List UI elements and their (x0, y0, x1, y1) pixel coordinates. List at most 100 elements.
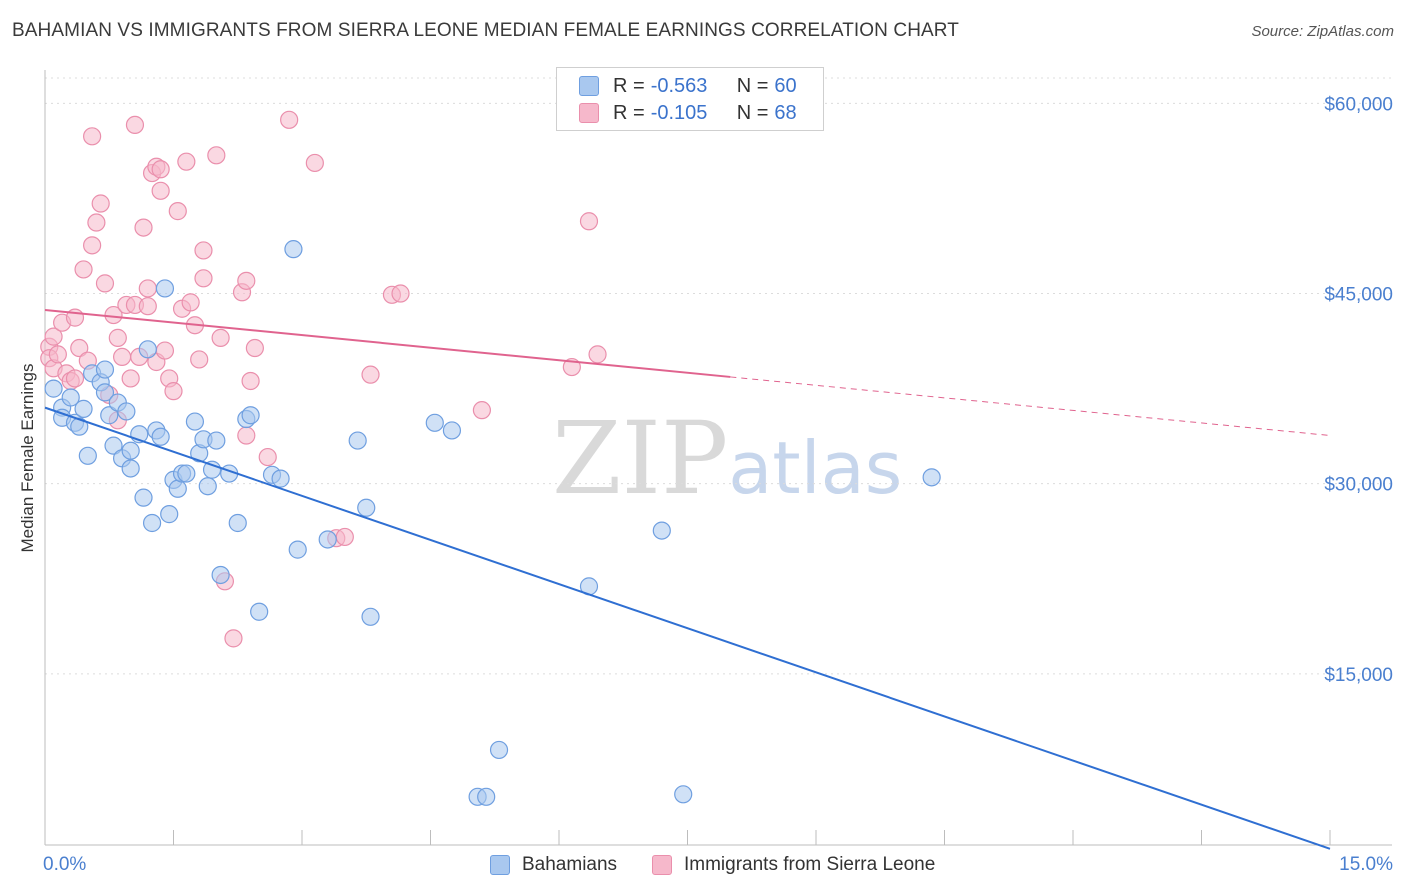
y-tick-label: $45,000 (1324, 285, 1393, 306)
stats-legend-row-sierra-leone: R = -0.105 N = 68 (579, 101, 797, 125)
sierra-leone-point (65, 369, 85, 388)
bahamians-point (185, 412, 205, 431)
sierra-leone-point (237, 426, 256, 445)
bahamians-point (160, 505, 179, 524)
bahamians-point (241, 406, 260, 425)
bahamians-point (922, 468, 941, 487)
sierra-leone-point (121, 369, 140, 388)
n-label: N = (736, 101, 769, 124)
bahamians-point (250, 602, 269, 621)
bahamians-point (318, 530, 337, 549)
n-value: 60 (774, 74, 797, 97)
bahamians-point (177, 464, 196, 483)
bahamians-point (117, 402, 136, 421)
chart-title: BAHAMIAN VS IMMIGRANTS FROM SIERRA LEONE… (12, 20, 959, 41)
bahamians-point (142, 513, 162, 533)
bahamians-point (284, 240, 303, 259)
sierra-leone-point (108, 328, 127, 347)
watermark: ZIPatlas (552, 400, 902, 517)
bahamians-point (348, 431, 367, 450)
bahamians-point (104, 436, 123, 455)
bahamians-point (134, 488, 153, 507)
sierra-leone-point (134, 218, 153, 237)
axes-layer (44, 70, 1392, 846)
sierra-leone-point (579, 212, 599, 231)
r-value: -0.105 (650, 101, 708, 124)
legend-item-sierra-leone[interactable]: Immigrants from Sierra Leone (652, 852, 935, 878)
bahamians-point (95, 383, 115, 402)
sierra-leone-point (151, 181, 170, 200)
sierra-leone-point (74, 260, 93, 279)
bahamians-point (61, 388, 80, 407)
sierra-leone-point (280, 110, 299, 129)
r-label: R = (613, 74, 645, 97)
y-tick-label: $15,000 (1324, 665, 1393, 686)
legend-item-bahamians[interactable]: Bahamians (490, 852, 617, 878)
sierra-leone-point (258, 447, 277, 467)
bahamians-point (361, 607, 380, 626)
bahamians-swatch-icon (579, 76, 599, 96)
sierra-leone-trend-line-extension (730, 376, 1331, 437)
bahamians-point (74, 399, 93, 418)
bahamians-point (425, 413, 444, 432)
sierra-leone-point (211, 328, 230, 347)
bahamians-point (155, 279, 175, 298)
sierra-leone-point (588, 345, 607, 364)
sierra-leone-point (177, 152, 196, 171)
bahamians-legend-icon (490, 855, 510, 875)
sierra-leone-point (224, 629, 243, 648)
sierra-leone-point (125, 115, 145, 135)
source-label: Source: ZipAtlas.com (1251, 23, 1394, 40)
bahamians-point (70, 417, 89, 436)
n-label: N = (736, 74, 769, 97)
bahamians-point (211, 565, 230, 585)
sierra-leone-point (305, 153, 324, 173)
sierra-leone-point (237, 271, 256, 290)
bahamians-point (228, 513, 247, 533)
stats-legend: R = -0.563 N = 60 R = -0.105 N = 68 (556, 67, 824, 131)
bahamians-point (151, 427, 170, 446)
bahamians-point (138, 340, 157, 359)
y-tick-label: $30,000 (1324, 475, 1393, 496)
sierra-leone-legend-icon (652, 855, 672, 875)
y-tick-label: $60,000 (1324, 94, 1393, 115)
sierra-leone-point (155, 341, 175, 360)
bahamians-trend-line (44, 406, 1331, 850)
bahamians-point (489, 740, 509, 760)
sierra-leone-point (164, 382, 183, 401)
sierra-leone-point (207, 146, 226, 165)
sierra-leone-point (83, 236, 102, 255)
sierra-leone-point (472, 401, 491, 420)
sierra-leone-point (48, 345, 67, 364)
watermark-atlas: atlas (728, 426, 903, 510)
sierra-leone-point (335, 527, 354, 547)
bahamians-point (95, 360, 115, 379)
bahamians-point (78, 446, 97, 465)
bahamians-point (100, 406, 119, 425)
sierra-leone-trend-line (44, 309, 731, 378)
bahamians-point (207, 431, 226, 450)
sierra-leone-point (194, 241, 213, 260)
bahamians-point (271, 469, 290, 488)
legend-label-sierra-leone: Immigrants from Sierra Leone (684, 854, 936, 875)
sierra-leone-point (151, 160, 170, 179)
bahamians-point (121, 459, 140, 478)
watermark-zip: ZIP (552, 400, 729, 517)
bahamians-point (121, 441, 140, 460)
n-value: 68 (774, 101, 797, 124)
x-tick-label: 0.0% (43, 854, 86, 875)
sierra-leone-point (138, 279, 157, 298)
sierra-leone-point (95, 274, 115, 293)
labels-layer: $15,000 $30,000 $45,000 $60,000 0.0% 15.0% Med… (18, 94, 1393, 875)
bahamians-point (442, 421, 462, 440)
bahamians-point (357, 498, 376, 517)
sierra-leone-point (44, 327, 63, 346)
sierra-leone-point (190, 350, 209, 369)
points-layer (40, 110, 941, 806)
stats-legend-row-bahamians: R = -0.563 N = 60 (579, 74, 797, 98)
sierra-leone-point (361, 365, 380, 384)
sierra-leone-point (241, 371, 260, 391)
sierra-leone-point (245, 338, 264, 358)
series-legend: Bahamians Immigrants from Sierra Leone (0, 852, 1406, 880)
